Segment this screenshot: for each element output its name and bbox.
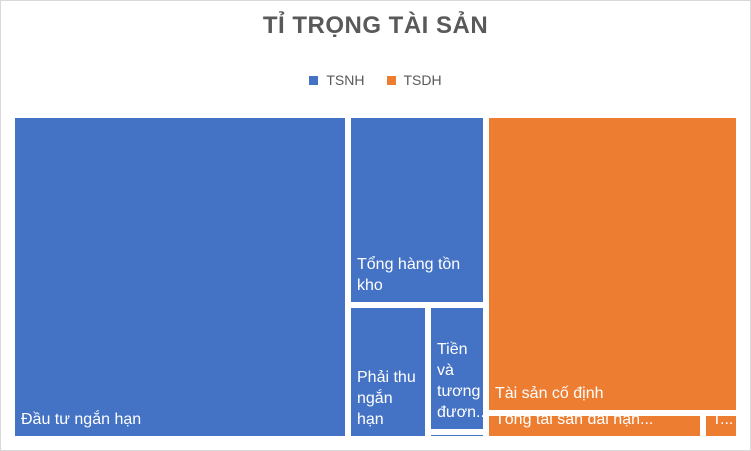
legend-label-tsnh: TSNH — [326, 72, 365, 88]
treemap-tile: T... — [703, 413, 739, 439]
treemap-tile: Tổng tài sản dài hạn... — [486, 413, 703, 439]
legend-item-tsdh: TSDH — [386, 72, 442, 88]
treemap-tile-label: T... — [712, 413, 734, 428]
treemap-tile-label: Phải thu ngắn hạn — [357, 369, 416, 428]
treemap-tile-label: Tiền và tương đươn... — [437, 341, 486, 421]
legend-label-tsdh: TSDH — [403, 72, 442, 88]
treemap-tile-label: Tài sản cố định — [495, 385, 604, 402]
treemap-tile-label: Tổng hàng tồn kho — [357, 256, 461, 294]
treemap-tile-label: Đầu tư ngắn hạn — [21, 411, 142, 428]
treemap-tile: Tiền và tương đươn... — [428, 305, 486, 432]
legend-swatch-tsnh — [309, 75, 319, 85]
legend-swatch-tsdh — [386, 75, 396, 85]
treemap-tile: Tài sản cố định — [486, 115, 739, 413]
treemap-tile: Đầu tư ngắn hạn — [12, 115, 348, 439]
chart-title: TỈ TRỌNG TÀI SẢN — [262, 12, 489, 39]
treemap-tile: Phải thu ngắn hạn — [348, 305, 428, 439]
treemap-tile-label: Tổng tài sản dài hạn... — [495, 413, 654, 428]
treemap-tile: Tổng hàng tồn kho — [348, 115, 486, 305]
treemap-tile — [428, 432, 486, 439]
chart-legend: TSNH TSDH — [0, 72, 751, 88]
legend-item-tsnh: TSNH — [309, 72, 365, 88]
